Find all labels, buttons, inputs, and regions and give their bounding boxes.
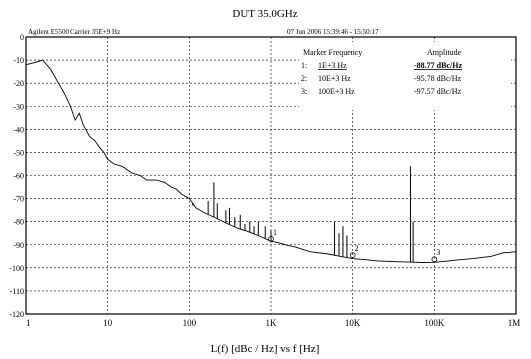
x-axis-ticks: 1 10 100 1K 10K 100K 1M <box>26 318 520 328</box>
y-tick-label-7: -70 <box>13 195 24 204</box>
x-axis-label: L(f) [dBc / Hz] vs f [Hz] <box>211 343 320 355</box>
y-tick-label-9: -90 <box>13 241 24 250</box>
marker-table-header-amplitude: Amplitude <box>427 48 462 57</box>
marker-row-3-frequency: 100E+3 Hz <box>318 87 355 96</box>
x-tick-label-6: 1M <box>508 318 521 328</box>
chart-title: DUT 35.0GHz <box>232 8 297 20</box>
marker-point-label-2: 2 <box>355 244 359 253</box>
marker-row-3-amplitude: -97.57 dBc/Hz <box>414 87 462 96</box>
x-tick-label-1: 10 <box>103 318 113 328</box>
timestamp-label: 07 Jun 2006 15:39:46 - 15:50:17 <box>287 28 379 36</box>
x-tick-label-3: 1K <box>266 318 278 328</box>
series-line <box>25 59 517 263</box>
marker-table-bg <box>299 42 511 110</box>
marker-point-2 <box>349 252 356 258</box>
x-tick-label-5: 100K <box>424 318 445 328</box>
x-tick-label-4: 10K <box>345 318 361 328</box>
y-tick-label-6: -60 <box>13 172 24 181</box>
spur-lines <box>192 166 414 263</box>
y-tick-label-3: -30 <box>13 102 24 111</box>
marker-point-label-1: 1 <box>273 228 277 237</box>
y-tick-label-4: -40 <box>13 125 24 134</box>
marker-table: Marker Frequency Amplitude 1: 1E+3 Hz -8… <box>299 42 511 110</box>
y-tick-label-5: -50 <box>13 148 24 157</box>
marker-row-1-frequency: 1E+3 Hz <box>318 61 347 70</box>
carrier-label: Carrier 35E+9 Hz <box>70 28 120 36</box>
y-tick-label-8: -80 <box>13 218 24 227</box>
y-tick-label-2: -20 <box>13 79 24 88</box>
x-tick-label-0: 1 <box>26 318 31 328</box>
marker-point-1 <box>268 236 274 242</box>
marker-row-1-amplitude: -88.77 dBc/Hz <box>414 61 462 70</box>
marker-row-3-index: 3: <box>301 87 307 96</box>
y-tick-label-1: -10 <box>13 56 24 65</box>
marker-row-2-frequency: 10E+3 Hz <box>318 74 351 83</box>
y-tick-label-10: -100 <box>9 264 24 273</box>
marker-row-2-index: 2: <box>301 74 307 83</box>
marker-points: 1 2 3 <box>268 228 440 263</box>
y-tick-label-12: -120 <box>9 310 24 319</box>
marker-row-1-index: 1: <box>301 61 307 70</box>
y-tick-label-0: 0 <box>20 33 24 42</box>
x-tick-label-2: 100 <box>183 318 197 328</box>
marker-row-2-amplitude: -95.78 dBc/Hz <box>414 74 462 83</box>
y-tick-label-11: -110 <box>10 287 24 296</box>
marker-point-label-3: 3 <box>436 248 440 257</box>
marker-table-header-frequency: Marker Frequency <box>303 48 362 57</box>
marker-point-3 <box>431 256 438 263</box>
instrument-label: Agilent E5500 <box>28 28 70 36</box>
y-axis-ticks: 0 -10 -20 -30 -40 -50 -60 -70 -80 -90 -100 -110 -120 <box>9 33 24 319</box>
